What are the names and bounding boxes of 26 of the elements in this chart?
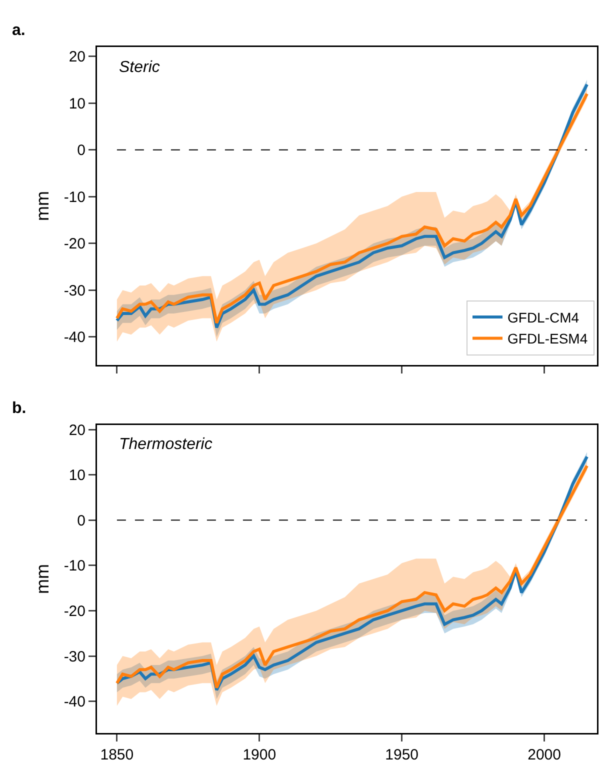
y-tick-label: 20 (68, 48, 86, 66)
annotation: Thermosteric (119, 436, 212, 453)
y-tick-label: 0 (77, 512, 86, 530)
text: a. (12, 22, 26, 39)
y-tick-label: -20 (64, 236, 86, 253)
x-tick-label: 2000 (528, 746, 561, 764)
y-tick-label: -10 (64, 188, 86, 206)
y-axis-title: mm (32, 564, 52, 594)
y-tick-label: -10 (64, 558, 86, 575)
y-tick-label: -40 (64, 694, 86, 711)
legend-label: GFDL-ESM4 (508, 330, 588, 347)
y-tick-label: -40 (64, 329, 86, 346)
annotation: Steric (119, 59, 160, 76)
y-tick-label: 20 (68, 422, 86, 439)
y-tick-label: 0 (77, 142, 86, 160)
y-tick-label: -30 (64, 648, 86, 666)
text: b. (12, 400, 26, 417)
x-tick-label: 1850 (100, 746, 134, 764)
y-tick-label: 10 (68, 467, 86, 484)
y-tick-label: -20 (64, 602, 86, 620)
y-tick-label: -30 (64, 282, 86, 300)
y-tick-label: 10 (68, 95, 86, 112)
x-tick-label: 1900 (242, 746, 276, 764)
y-axis-title: mm (32, 191, 52, 221)
x-tick-label: 1950 (385, 746, 419, 764)
legend-label: GFDL-CM4 (508, 310, 580, 326)
